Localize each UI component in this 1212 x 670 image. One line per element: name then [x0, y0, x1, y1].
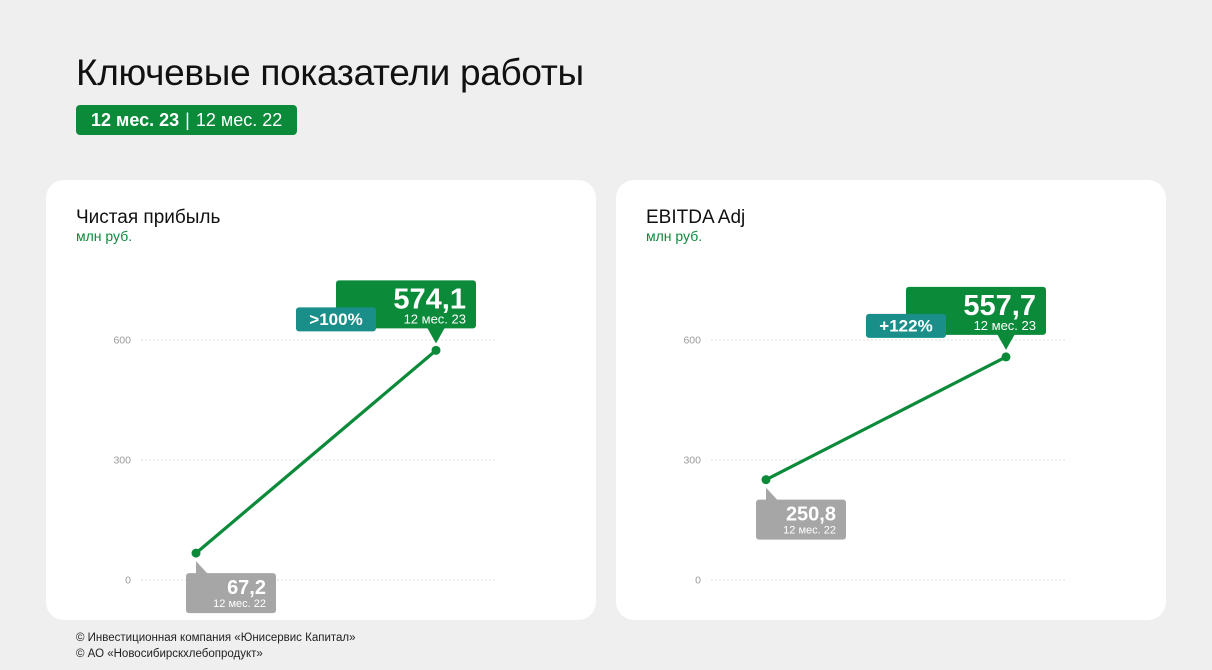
net-profit-card: Чистая прибыль млн руб. 0 300 600 67,2 12 ме… [46, 180, 596, 620]
period-separator: | [185, 109, 190, 130]
change-badge [296, 307, 376, 332]
card-unit: млн руб. [646, 228, 703, 244]
prev-value-callout [756, 499, 846, 540]
card-unit: млн руб. [76, 228, 133, 244]
prev-value-callout-pointer [196, 561, 208, 575]
current-period-label: 12 мес. 23 [404, 311, 466, 326]
current-period-label: 12 мес. 23 [974, 318, 1036, 333]
ebitda-card: EBITDA Adj млн руб. 0 300 600 250,8 12 мес. … [616, 180, 1166, 620]
y-tick-label: 300 [683, 455, 701, 467]
prev-data-point [761, 475, 771, 485]
y-tick-label: 0 [695, 575, 701, 587]
card-title: Чистая прибыль [76, 207, 221, 228]
current-data-point [431, 345, 441, 355]
period-legend-badge: 12 мес. 23 | 12 мес. 22 [76, 105, 298, 135]
prev-value-callout [186, 573, 276, 614]
series-line [764, 355, 1008, 482]
y-tick-label: 600 [683, 335, 701, 347]
prev-data-point [191, 548, 201, 558]
card-title: EBITDA Adj [646, 207, 746, 228]
current-data-point [1001, 352, 1011, 362]
change-label: >100% [309, 310, 362, 329]
y-tick-label: 600 [113, 335, 131, 347]
period-current-label: 12 мес. 23 [91, 109, 180, 130]
copyright-line-2: © АО «Новосибирскхлебопродукт» [76, 648, 263, 660]
current-value-label: 557,7 [963, 290, 1036, 322]
y-tick-label: 0 [125, 575, 131, 587]
page-title: Ключевые показатели работы [76, 52, 584, 93]
prev-period-label: 12 мес. 22 [213, 598, 266, 610]
prev-value-callout-pointer [766, 487, 778, 501]
net-profit-chart: 0 300 600 67,212 мес. 22 574,112 мес. 23 >100… [113, 280, 496, 614]
prev-value-label: 67,2 [227, 577, 266, 599]
current-value-callout-pointer [997, 333, 1015, 350]
ebitda-chart: 0 300 600 250,812 мес. 22 557,712 мес. 23 +12… [683, 286, 1066, 587]
series-line [194, 348, 438, 555]
current-value-callout-pointer [427, 327, 445, 344]
change-label: +122% [879, 316, 932, 335]
current-value-label: 574,1 [393, 283, 466, 315]
change-badge [866, 313, 946, 338]
prev-period-label: 12 мес. 22 [783, 525, 836, 537]
period-previous-label: 12 мес. 22 [195, 109, 283, 130]
copyright-line-1: © Инвестиционная компания «Юнисервис Кап… [76, 632, 356, 644]
prev-value-label: 250,8 [786, 504, 836, 526]
y-tick-label: 300 [113, 455, 131, 467]
